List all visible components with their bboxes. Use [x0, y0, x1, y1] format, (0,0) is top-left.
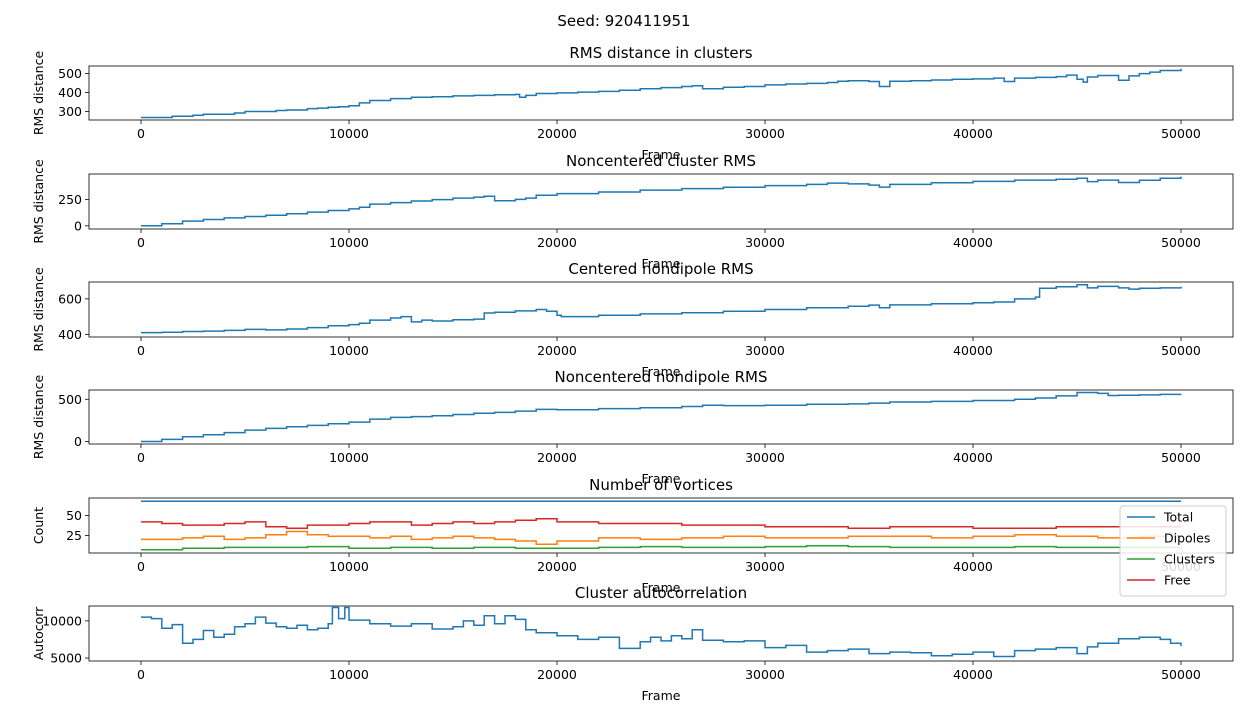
x-tick-label: 0 [137, 126, 145, 141]
y-tick-label: 400 [58, 85, 82, 100]
legend: Total Dipoles Clusters Free [1119, 505, 1227, 597]
axes-frame [88, 497, 1234, 554]
x-tick-label: 20000 [537, 559, 577, 574]
x-tick-label: 50000 [1161, 450, 1201, 465]
x-axis-label: Frame [642, 580, 681, 595]
x-tick-label: 0 [137, 343, 145, 358]
x-tick-label: 30000 [745, 559, 785, 574]
y-tick-label: 250 [58, 192, 82, 207]
y-axis-label: Autocorr [31, 606, 46, 660]
axes-frame [88, 173, 1234, 230]
x-tick-label: 30000 [745, 667, 785, 682]
y-tick-label: 0 [74, 434, 82, 449]
y-tick-label: 400 [58, 327, 82, 342]
subplot: 0 10000 20000 30000 40000 50000 400 600 RMS dist… [31, 260, 1234, 379]
subplot-title: Number of vortices [589, 476, 733, 494]
x-axis-label: Frame [642, 256, 681, 271]
y-tick-label: 0 [74, 218, 82, 233]
x-axis-label: Frame [642, 688, 681, 703]
series-line [141, 176, 1182, 227]
axes-frame [88, 389, 1234, 445]
x-tick-label: 30000 [745, 343, 785, 358]
series-line [141, 530, 1182, 545]
y-tick-label: 500 [58, 66, 82, 81]
axes-frame [88, 605, 1234, 662]
x-tick-label: 40000 [953, 667, 993, 682]
x-tick-label: 40000 [953, 126, 993, 141]
y-axis-label: RMS distance [31, 267, 46, 352]
legend-label: Clusters [1164, 552, 1215, 567]
subplot: 010000200003000040000500002550CountFrame… [31, 476, 1234, 597]
x-tick-label: 30000 [745, 235, 785, 250]
y-tick-label: 5000 [50, 651, 82, 666]
legend-box [1119, 505, 1227, 597]
x-tick-label: 10000 [329, 235, 369, 250]
x-tick-label: 50000 [1161, 126, 1201, 141]
x-tick-label: 30000 [745, 126, 785, 141]
y-tick-label: 600 [58, 291, 82, 306]
x-tick-label: 50000 [1161, 235, 1201, 250]
series-line [141, 68, 1182, 119]
subplot: 0 10000 20000 30000 40000 50000 300 400 500 RMS d… [31, 44, 1234, 162]
x-tick-label: 20000 [537, 126, 577, 141]
x-tick-label: 20000 [537, 343, 577, 358]
x-tick-label: 40000 [953, 235, 993, 250]
x-tick-label: 20000 [537, 667, 577, 682]
x-tick-label: 10000 [329, 559, 369, 574]
subplot-title: Centered nondipole RMS [568, 260, 753, 278]
subplot-title: Cluster autocorrelation [575, 584, 747, 602]
x-tick-label: 0 [137, 450, 145, 465]
subplot-title: RMS distance in clusters [569, 44, 752, 62]
legend-label: Free [1164, 573, 1191, 588]
series-line [141, 391, 1182, 443]
y-tick-label: 500 [58, 392, 82, 407]
x-tick-label: 40000 [953, 343, 993, 358]
legend-label: Dipoles [1164, 531, 1210, 546]
x-tick-label: 40000 [953, 559, 993, 574]
subplot-title: Noncentered nondipole RMS [555, 368, 768, 386]
x-axis-label: Frame [642, 364, 681, 379]
x-axis-label: Frame [642, 147, 681, 162]
y-tick-label: 300 [58, 104, 82, 119]
x-tick-label: 40000 [953, 450, 993, 465]
legend-label: Total [1163, 510, 1193, 525]
figure-suptitle: Seed: 920411951 [557, 12, 690, 30]
subplot: 0 10000 20000 30000 40000 50000 0 500 RMS distan… [31, 368, 1234, 486]
subplot: 0 10000 20000 30000 40000 50000 0 250 RMS distan… [31, 152, 1234, 271]
y-tick-label: 25 [66, 528, 82, 543]
x-tick-label: 20000 [537, 235, 577, 250]
y-tick-label: 10000 [42, 613, 82, 628]
y-tick-label: 50 [66, 508, 82, 523]
x-tick-label: 10000 [329, 450, 369, 465]
y-axis-label: RMS distance [31, 375, 46, 460]
x-tick-label: 10000 [329, 343, 369, 358]
x-tick-label: 0 [137, 559, 145, 574]
x-tick-label: 20000 [537, 450, 577, 465]
series-line [141, 545, 1182, 551]
x-axis-label: Frame [642, 471, 681, 486]
y-axis-label: RMS distance [31, 159, 46, 244]
series-line [141, 606, 1182, 658]
series-line [141, 517, 1181, 530]
subplot-title: Noncentered cluster RMS [566, 152, 756, 170]
y-axis-label: RMS distance [31, 51, 46, 136]
subplot: 0 10000 20000 30000 40000 50000500010000Autoc… [31, 584, 1234, 703]
x-tick-label: 0 [137, 667, 145, 682]
x-tick-label: 50000 [1161, 343, 1201, 358]
axes-frame [88, 281, 1234, 338]
series-line [141, 283, 1182, 334]
x-tick-label: 50000 [1161, 667, 1201, 682]
x-tick-label: 10000 [329, 667, 369, 682]
x-tick-label: 10000 [329, 126, 369, 141]
y-axis-label: Count [31, 507, 46, 544]
x-tick-label: 0 [137, 235, 145, 250]
axes-frame [88, 65, 1234, 121]
x-tick-label: 30000 [745, 450, 785, 465]
